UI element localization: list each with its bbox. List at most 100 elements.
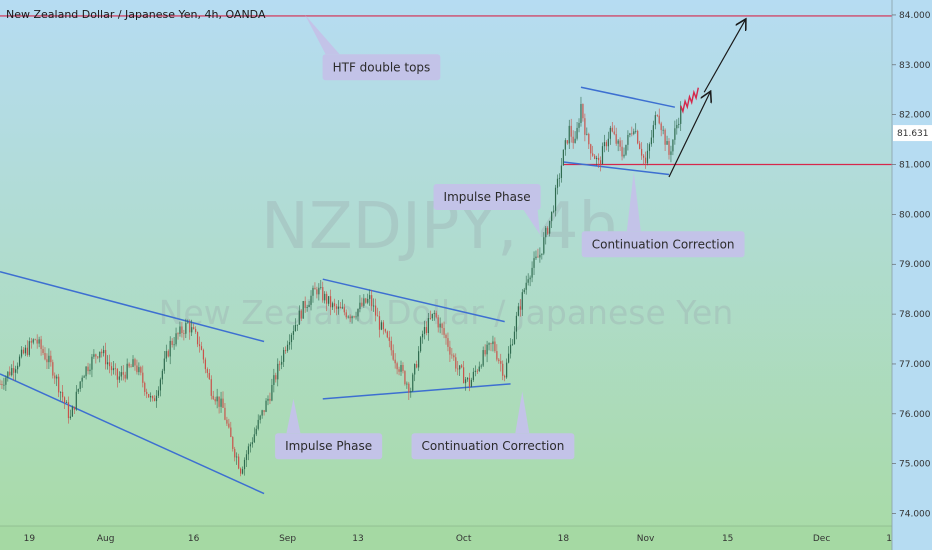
candle-body	[140, 367, 142, 373]
candle-body	[367, 298, 369, 303]
candle-body	[240, 468, 242, 474]
candle-body	[359, 302, 361, 309]
candle-body	[298, 310, 300, 325]
candle-body	[75, 391, 77, 410]
candle-body	[435, 312, 437, 318]
candle-body	[601, 146, 604, 165]
candle-body	[151, 396, 154, 399]
time-tick-label: Aug	[97, 534, 115, 544]
callout-pointer	[626, 172, 641, 232]
candle-body	[318, 287, 320, 295]
drawn-extension	[680, 87, 699, 114]
candle-body	[9, 371, 11, 376]
candle-body	[120, 372, 122, 377]
candle-body	[617, 140, 619, 144]
candle-body	[371, 295, 373, 307]
candle-body	[416, 364, 418, 368]
candle-body	[568, 125, 570, 144]
candle-body	[245, 454, 248, 460]
candle-body	[249, 444, 251, 447]
candle-body	[656, 115, 658, 116]
candle-body	[648, 144, 651, 151]
candle-body	[457, 368, 459, 370]
candle-body	[83, 376, 85, 378]
candle-body	[500, 361, 502, 364]
candle-body	[588, 133, 590, 145]
candle-body	[572, 136, 574, 143]
candle-body	[580, 104, 582, 123]
price-tick-label: 74.000	[899, 510, 931, 520]
candle-body	[521, 292, 523, 310]
candle-body	[210, 379, 212, 396]
candle-body	[306, 306, 308, 308]
candle-body	[615, 134, 617, 144]
candle-body	[328, 296, 330, 304]
candle-body	[596, 157, 598, 160]
price-axis[interactable]: 84.000 83.000 82.000 81.000 80.000 79.000 78.0…	[892, 11, 931, 520]
time-tick-label: Dec	[813, 534, 830, 544]
candle-body	[504, 375, 506, 378]
candle-body	[241, 469, 244, 474]
candle-body	[509, 344, 512, 354]
candle-body	[637, 130, 639, 144]
candle-body	[220, 398, 222, 407]
time-tick-label: Nov	[637, 534, 655, 544]
candle-body	[97, 356, 99, 358]
candle-body	[308, 304, 310, 307]
candle-body	[621, 146, 623, 157]
candle-body	[676, 124, 678, 129]
candle-body	[642, 155, 645, 158]
candle-body	[339, 306, 341, 309]
candle-body	[488, 343, 490, 345]
candle-body	[126, 363, 128, 379]
candle-body	[414, 364, 416, 375]
candle-body	[419, 337, 422, 352]
candle-body	[329, 296, 332, 308]
candle-body	[267, 398, 269, 401]
candle-body	[46, 359, 48, 363]
candle-body	[243, 459, 246, 470]
candle-body	[365, 298, 367, 303]
current-price-label: 81.631	[893, 125, 932, 142]
candle-body	[378, 316, 381, 330]
candle-body	[529, 277, 531, 280]
candle-body	[122, 372, 124, 375]
candle-body	[163, 358, 165, 371]
candle-body	[136, 365, 138, 373]
candle-body	[247, 446, 250, 455]
candle-body	[34, 339, 36, 341]
candle-body	[93, 354, 95, 357]
candle-body	[257, 419, 259, 429]
candle-body	[666, 141, 668, 145]
candle-body	[314, 287, 316, 290]
candle-body	[157, 390, 160, 396]
candle-body	[654, 115, 656, 126]
time-tick-label: 18	[558, 534, 570, 544]
candle-body	[523, 289, 525, 293]
candle-body	[214, 399, 216, 402]
candle-body	[576, 127, 578, 139]
candle-body	[259, 415, 261, 420]
candle-body	[320, 287, 322, 288]
candle-body	[404, 371, 406, 385]
candle-body	[11, 368, 13, 376]
trendline	[322, 278, 505, 323]
candle-body	[230, 427, 232, 438]
candle-body	[138, 367, 140, 373]
price-tick-label: 81.000	[899, 161, 931, 171]
candle-body	[169, 340, 171, 357]
candle-body	[108, 362, 111, 367]
horizontal-levels	[0, 15, 892, 166]
candle-body	[263, 410, 265, 412]
price-tick-label: 76.000	[899, 410, 931, 420]
candle-body	[187, 322, 189, 324]
candle-body	[208, 372, 210, 380]
candle-body	[592, 153, 594, 156]
candle-body	[394, 359, 396, 364]
candle-body	[202, 349, 205, 360]
candle-body	[161, 370, 163, 380]
candle-body	[619, 140, 621, 147]
candle-body	[380, 322, 383, 330]
